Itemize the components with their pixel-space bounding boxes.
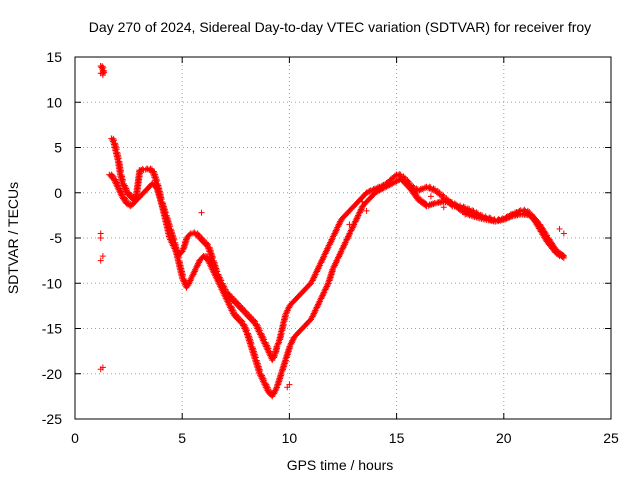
data-point xyxy=(286,381,293,388)
data-point xyxy=(560,230,567,237)
y-tick-label: 5 xyxy=(54,140,62,156)
y-tick-label: 15 xyxy=(46,49,62,65)
data-point xyxy=(429,186,436,193)
y-tick-label: -5 xyxy=(50,230,63,246)
y-tick-label: -15 xyxy=(42,321,62,337)
x-tick-label: 0 xyxy=(71,430,79,446)
data-point xyxy=(346,221,353,228)
x-tick-label: 10 xyxy=(282,430,298,446)
data-point xyxy=(97,235,104,241)
data-point xyxy=(462,211,469,218)
data-points xyxy=(97,63,567,400)
data-point xyxy=(146,166,153,173)
data-point xyxy=(99,364,106,371)
data-point xyxy=(115,155,122,162)
data-point xyxy=(99,253,106,260)
data-point xyxy=(97,70,104,77)
data-point xyxy=(507,213,514,220)
x-tick-labels: 0 5 10 15 20 25 xyxy=(71,430,619,446)
x-tick-label: 15 xyxy=(389,430,405,446)
x-tick-label: 25 xyxy=(603,430,619,446)
grid xyxy=(75,57,611,419)
data-point xyxy=(186,231,193,238)
x-axis-label: GPS time / hours xyxy=(287,457,394,473)
data-point xyxy=(560,254,567,261)
x-tick-label: 20 xyxy=(496,430,512,446)
y-tick-label: 10 xyxy=(46,94,62,110)
y-tick-label: -25 xyxy=(42,411,62,427)
data-point xyxy=(117,168,124,175)
data-point xyxy=(425,184,432,191)
chart-title: Day 270 of 2024, Sidereal Day-to-day VTE… xyxy=(89,19,591,35)
data-point xyxy=(101,69,108,76)
data-point xyxy=(363,207,370,214)
y-tick-labels: -25 -20 -15 -10 -5 0 5 10 15 xyxy=(42,49,62,427)
y-tick-label: -10 xyxy=(42,275,62,291)
data-point xyxy=(97,257,104,264)
data-point xyxy=(556,225,563,232)
data-point xyxy=(440,204,447,211)
data-point xyxy=(559,254,566,261)
data-point xyxy=(130,199,137,206)
y-tick-label: 0 xyxy=(54,185,62,201)
data-point xyxy=(427,193,434,200)
data-point xyxy=(417,186,424,193)
y-tick-label: -20 xyxy=(42,366,62,382)
data-point xyxy=(97,63,104,70)
data-point xyxy=(359,198,366,205)
data-point xyxy=(366,188,373,195)
x-tick-label: 5 xyxy=(178,430,186,446)
axis-ticks xyxy=(74,56,612,420)
data-point xyxy=(198,209,205,216)
y-axis-label: SDTVAR / TECUs xyxy=(5,182,21,294)
